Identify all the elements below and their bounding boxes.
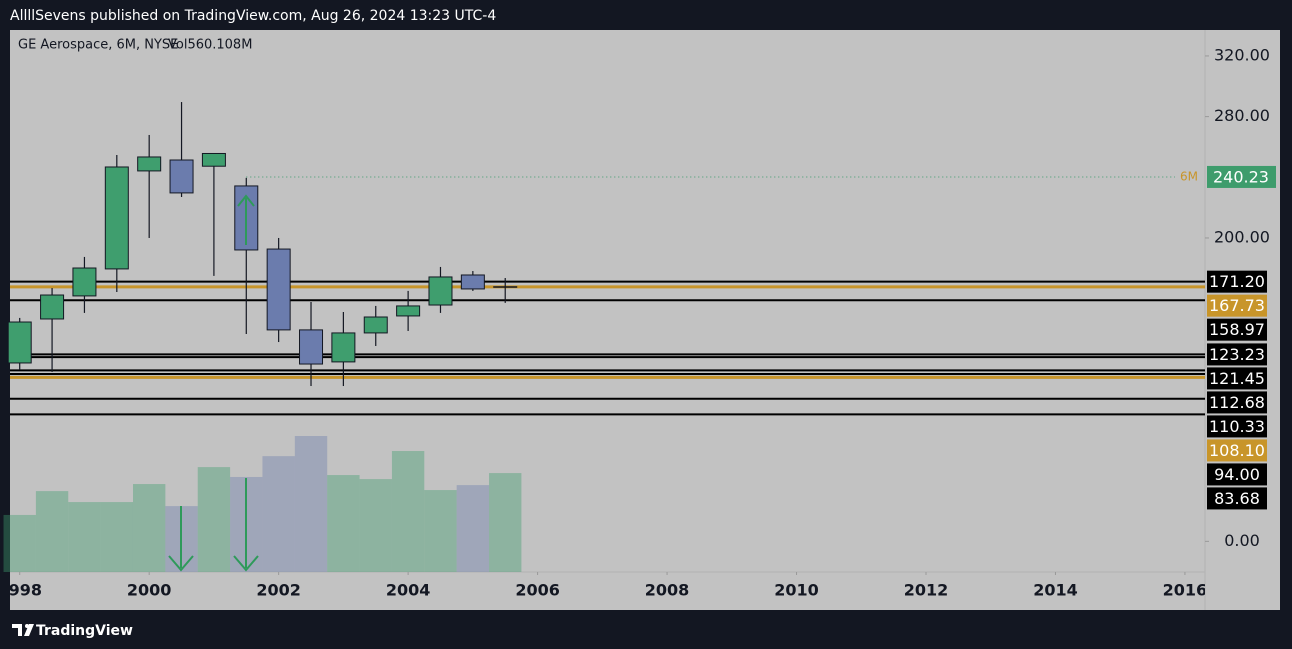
- x-tick-label: 2014: [1033, 581, 1078, 600]
- volume-bar: [489, 473, 522, 572]
- level-tag: [1207, 463, 1267, 486]
- volume-bar: [100, 502, 133, 572]
- candle-body: [72, 267, 97, 297]
- x-tick-label: 2006: [515, 581, 560, 600]
- y-tick-label: 0.00: [1224, 531, 1260, 550]
- x-tick-label: 2008: [645, 581, 690, 600]
- candle-body: [428, 276, 453, 306]
- y-tick-label: 280.00: [1214, 106, 1270, 125]
- volume-bar: [262, 456, 295, 572]
- publish-info: AllllSevens published on TradingView.com…: [10, 8, 496, 24]
- level-label: 112.68: [1209, 393, 1265, 412]
- interval-label: 6M: [1180, 169, 1198, 183]
- chart-title: GE Aerospace, 6M, NYSE: [18, 38, 178, 53]
- x-tick-label: 2016: [1163, 581, 1208, 600]
- volume-bar: [391, 451, 425, 572]
- last-price-label: 240.23: [1213, 167, 1269, 186]
- level-tag: [1207, 270, 1267, 293]
- candle-body: [299, 329, 324, 365]
- level-tag: [1207, 367, 1267, 390]
- level-label: 158.97: [1209, 320, 1265, 339]
- x-tick-label: 2012: [904, 581, 949, 600]
- y-tick-label: 200.00: [1214, 227, 1270, 246]
- level-label: 171.20: [1209, 272, 1265, 291]
- level-tag: [1207, 294, 1267, 317]
- level-label: 121.45: [1209, 369, 1265, 388]
- volume-bar: [35, 491, 69, 572]
- volume-bar: [197, 467, 231, 572]
- level-tag: [1207, 415, 1267, 438]
- level-tag: [1207, 318, 1267, 341]
- candle-body: [331, 332, 356, 363]
- volume-bar: [3, 514, 36, 572]
- chart-pane: [10, 30, 1280, 610]
- level-label: 94.00: [1214, 465, 1260, 484]
- time-axis: 1998 2000 2002 2004 2006 2008 2010 2012 2014 2016: [0, 572, 1208, 600]
- level-label: 167.73: [1209, 296, 1265, 315]
- candle-body: [104, 166, 129, 270]
- level-label: 83.68: [1214, 489, 1260, 508]
- candle-body: [169, 159, 194, 194]
- volume-bar: [359, 479, 392, 572]
- level-label: 108.10: [1209, 441, 1265, 460]
- volume-bar: [294, 436, 328, 572]
- x-tick-label: 2002: [256, 581, 301, 600]
- volume-bar: [424, 490, 457, 572]
- candle-body: [460, 274, 485, 290]
- candle-body: [137, 156, 162, 172]
- level-tag: [1207, 343, 1267, 366]
- x-tick-label: 2004: [386, 581, 431, 600]
- candle-body: [396, 305, 421, 317]
- brand-logo: TradingView: [12, 623, 133, 639]
- level-label: 110.33: [1209, 417, 1265, 436]
- candle-body: [40, 294, 65, 320]
- y-tick-label: 320.00: [1214, 45, 1270, 64]
- volume-bar: [327, 475, 360, 572]
- level-tag: [1207, 439, 1267, 462]
- candle-body: [266, 248, 291, 331]
- volume-bar: [68, 502, 101, 572]
- candle-body: [7, 321, 32, 364]
- x-tick-label: 2010: [774, 581, 819, 600]
- arrows: [168, 194, 259, 572]
- level-label: 123.23: [1209, 345, 1265, 364]
- volume-bar: [456, 485, 490, 572]
- volume-label: Vol560.108M: [168, 38, 252, 53]
- level-tag: [1207, 487, 1267, 510]
- brand-name: TradingView: [36, 623, 133, 639]
- candle-body: [363, 316, 388, 334]
- last-price-tag: [1207, 165, 1276, 188]
- level-tag: [1207, 391, 1267, 414]
- candle-body: [201, 152, 226, 167]
- x-tick-label: 2000: [127, 581, 172, 600]
- x-tick-label: 1998: [0, 581, 42, 600]
- volume-bar: [132, 484, 166, 572]
